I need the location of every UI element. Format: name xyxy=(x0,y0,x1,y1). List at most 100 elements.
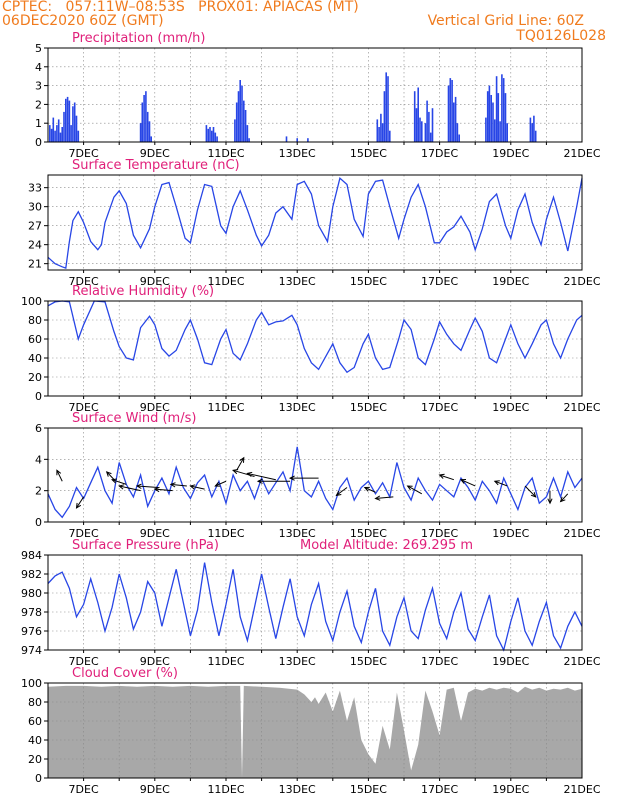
precipitation-bar xyxy=(212,127,215,142)
precipitation-bar xyxy=(431,108,434,142)
wind-vector-head xyxy=(135,483,142,489)
temperature-x-tick-label: 9DEC xyxy=(140,275,170,288)
temperature-y-tick-label: 24 xyxy=(28,239,42,252)
wind-vector xyxy=(460,479,476,487)
precipitation-bar xyxy=(376,119,379,142)
wind-vector xyxy=(232,469,255,478)
humidity-title: Relative Humidity (%) xyxy=(72,284,214,299)
wind-vector-head xyxy=(105,471,112,477)
precipitation-bar xyxy=(77,130,80,142)
precipitation-bar xyxy=(381,123,384,142)
precipitation-bar xyxy=(502,78,505,142)
humidity-y-tick-label: 100 xyxy=(21,295,42,308)
precipitation-bar xyxy=(52,117,55,142)
precipitation-bar xyxy=(141,102,144,142)
wind-vector-head xyxy=(530,492,537,498)
cloud-cover-x-tick-label: 11DEC xyxy=(207,783,244,796)
precipitation-bar xyxy=(533,115,535,142)
wind-vector-head xyxy=(169,482,176,488)
precipitation-y-tick-label: 5 xyxy=(35,42,42,55)
wind-vector-head xyxy=(374,495,381,501)
wind-vector xyxy=(136,485,159,489)
wind-vector-head xyxy=(406,485,413,491)
wind-vector-head xyxy=(153,486,160,493)
cloud-cover-title: Cloud Cover (%) xyxy=(72,666,178,681)
wind-vector xyxy=(407,485,423,495)
wind-vector xyxy=(170,483,187,487)
precipitation-bar xyxy=(239,80,241,142)
precipitation-bar xyxy=(234,119,236,142)
precipitation-bar xyxy=(73,102,76,142)
pressure-annotation: Model Altitude: 269.295 m xyxy=(300,538,473,553)
precipitation-bar xyxy=(235,102,238,142)
precipitation-bar xyxy=(419,117,421,142)
precipitation-bar xyxy=(248,138,250,142)
wind-x-tick-label: 9DEC xyxy=(140,527,170,540)
humidity-y-tick-label: 60 xyxy=(28,333,42,346)
wind-title: Surface Wind (m/s) xyxy=(72,411,196,426)
precipitation-x-tick-label: 13DEC xyxy=(279,147,316,160)
precipitation-bar xyxy=(529,117,532,142)
wind-line xyxy=(47,446,583,519)
precipitation-bar xyxy=(506,123,508,142)
precipitation-bar xyxy=(424,123,427,142)
precipitation-bar xyxy=(209,127,211,142)
humidity-y-tick-label: 0 xyxy=(35,390,42,403)
temperature-y-tick-label: 21 xyxy=(28,258,42,271)
precipitation-bar xyxy=(454,96,457,142)
cloud-cover-x-tick-label: 9DEC xyxy=(140,783,170,796)
wind-vector xyxy=(494,480,508,487)
precipitation-bar xyxy=(243,100,245,142)
cloud-cover-area xyxy=(48,685,582,778)
precipitation-bar xyxy=(428,111,430,142)
precipitation-bar xyxy=(50,128,53,142)
precipitation-x-tick-label: 15DEC xyxy=(350,147,387,160)
wind-vector-head xyxy=(56,469,62,476)
humidity-x-tick-label: 15DEC xyxy=(350,401,387,414)
precipitation-bar xyxy=(56,125,58,142)
precipitation-bar xyxy=(145,91,147,142)
temperature-x-tick-label: 17DEC xyxy=(421,275,458,288)
precipitation-x-tick-label: 21DEC xyxy=(563,147,600,160)
precipitation-bar xyxy=(458,134,460,142)
pressure-x-tick-label: 7DEC xyxy=(69,655,99,668)
temperature-y-tick-label: 30 xyxy=(28,201,42,214)
cloud-cover-x-tick-label: 19DEC xyxy=(492,783,529,796)
humidity-x-tick-label: 11DEC xyxy=(207,401,244,414)
precipitation-x-tick-label: 7DEC xyxy=(69,147,99,160)
precipitation-bar xyxy=(499,121,501,142)
humidity-frame xyxy=(47,300,583,397)
wind-vector-head xyxy=(363,486,370,492)
precipitation-x-tick-label: 17DEC xyxy=(421,147,458,160)
precipitation-bar xyxy=(57,119,60,142)
wind-x-tick-label: 21DEC xyxy=(563,527,600,540)
cloud-cover-x-tick-label: 17DEC xyxy=(421,783,458,796)
precipitation-bar xyxy=(378,127,380,142)
precipitation-bar xyxy=(429,132,432,142)
cloud-cover-x-tick-label: 15DEC xyxy=(350,783,387,796)
precipitation-bar xyxy=(68,100,71,142)
wind-vector-head xyxy=(232,469,239,475)
wind-vector xyxy=(247,472,276,481)
wind-vector xyxy=(364,487,376,493)
wind-x-tick-label: 19DEC xyxy=(492,527,529,540)
wind-vector xyxy=(236,457,245,471)
wind-vector-head xyxy=(189,484,196,490)
cloud-cover-x-tick-label: 7DEC xyxy=(69,783,99,796)
cloud-cover-y-tick-label: 0 xyxy=(35,772,42,785)
cloud-cover-x-tick-label: 21DEC xyxy=(563,783,600,796)
wind-vector-head xyxy=(118,484,125,490)
precipitation-bar xyxy=(504,93,507,142)
pressure-x-tick-label: 9DEC xyxy=(140,655,170,668)
wind-vector-head xyxy=(214,481,221,487)
wind-vector xyxy=(336,487,348,496)
precipitation-bar xyxy=(70,125,72,142)
wind-vector xyxy=(215,480,227,487)
precipitation-bar xyxy=(148,121,151,142)
wind-y-tick-label: 0 xyxy=(35,516,42,529)
precipitation-x-tick-label: 19DEC xyxy=(492,147,529,160)
precipitation-bar xyxy=(241,85,243,142)
temperature-x-tick-label: 19DEC xyxy=(492,275,529,288)
wind-vector xyxy=(439,474,454,481)
wind-vector-head xyxy=(459,479,467,484)
